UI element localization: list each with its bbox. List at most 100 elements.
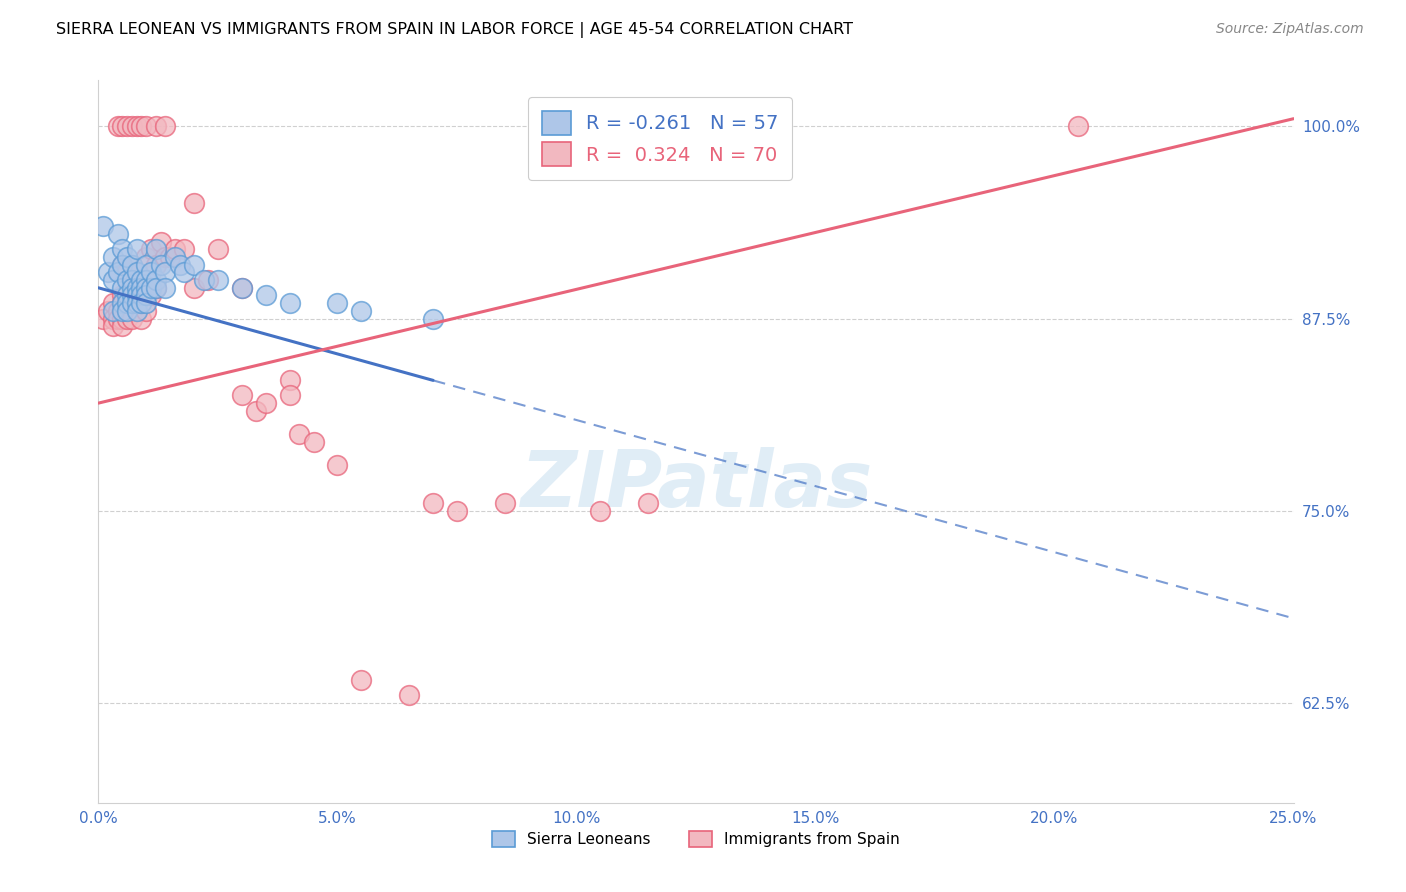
Point: [111, 258, 134, 272]
Text: ZIPatlas: ZIPatlas: [520, 447, 872, 523]
Point: [135, 281, 157, 295]
Point: [278, 373, 301, 387]
Point: [135, 250, 157, 264]
Point: [111, 304, 134, 318]
Point: [131, 273, 153, 287]
Point: [111, 319, 134, 334]
Point: [121, 304, 143, 318]
Point: [278, 296, 301, 310]
Point: [97, 265, 120, 279]
Point: [139, 265, 162, 279]
Point: [125, 265, 148, 279]
Point: [254, 396, 277, 410]
Point: [135, 258, 157, 272]
Point: [111, 258, 134, 272]
Point: [91, 311, 114, 326]
Point: [231, 281, 253, 295]
Point: [121, 296, 143, 310]
Point: [91, 219, 114, 234]
Point: [155, 281, 177, 295]
Point: [131, 120, 153, 134]
Point: [115, 296, 138, 310]
Point: [145, 120, 167, 134]
Point: [111, 120, 134, 134]
Point: [1067, 120, 1090, 134]
Point: [101, 311, 124, 326]
Point: [107, 304, 129, 318]
Point: [115, 311, 138, 326]
Point: [101, 296, 124, 310]
Point: [155, 120, 177, 134]
Point: [125, 304, 148, 318]
Point: [107, 265, 129, 279]
Point: [145, 243, 167, 257]
Point: [111, 304, 134, 318]
Point: [121, 281, 143, 295]
Point: [149, 235, 172, 249]
Point: [125, 288, 148, 302]
Point: [350, 304, 373, 318]
Point: [637, 496, 659, 510]
Point: [350, 673, 373, 687]
Text: Source: ZipAtlas.com: Source: ZipAtlas.com: [1216, 22, 1364, 37]
Point: [125, 304, 148, 318]
Point: [139, 288, 162, 302]
Point: [121, 281, 143, 295]
Point: [173, 265, 195, 279]
Point: [115, 250, 138, 264]
Point: [125, 243, 148, 257]
Point: [155, 265, 177, 279]
Point: [121, 258, 143, 272]
Point: [97, 304, 120, 318]
Point: [121, 273, 143, 287]
Legend: Sierra Leoneans, Immigrants from Spain: Sierra Leoneans, Immigrants from Spain: [486, 825, 905, 853]
Point: [131, 311, 153, 326]
Point: [121, 258, 143, 272]
Point: [101, 250, 124, 264]
Point: [135, 304, 157, 318]
Point: [245, 404, 267, 418]
Point: [422, 311, 444, 326]
Point: [115, 120, 138, 134]
Point: [115, 273, 138, 287]
Point: [135, 281, 157, 295]
Point: [125, 265, 148, 279]
Point: [145, 281, 167, 295]
Point: [125, 296, 148, 310]
Point: [145, 258, 167, 272]
Point: [135, 273, 157, 287]
Point: [326, 458, 349, 472]
Point: [145, 273, 167, 287]
Point: [131, 296, 153, 310]
Point: [111, 288, 134, 302]
Point: [278, 388, 301, 402]
Point: [231, 388, 253, 402]
Point: [169, 258, 191, 272]
Point: [422, 496, 444, 510]
Point: [135, 296, 157, 310]
Point: [135, 288, 157, 302]
Point: [107, 120, 129, 134]
Point: [149, 258, 172, 272]
Point: [139, 281, 162, 295]
Point: [756, 120, 779, 134]
Point: [115, 265, 138, 279]
Point: [183, 258, 205, 272]
Point: [207, 273, 229, 287]
Point: [446, 504, 468, 518]
Point: [135, 120, 157, 134]
Point: [193, 273, 215, 287]
Point: [589, 504, 612, 518]
Point: [115, 304, 138, 318]
Point: [398, 688, 420, 702]
Point: [155, 250, 177, 264]
Point: [302, 434, 325, 449]
Point: [111, 296, 134, 310]
Point: [231, 281, 253, 295]
Point: [131, 288, 153, 302]
Point: [183, 196, 205, 211]
Point: [115, 304, 138, 318]
Point: [197, 273, 219, 287]
Point: [107, 227, 129, 241]
Point: [111, 243, 134, 257]
